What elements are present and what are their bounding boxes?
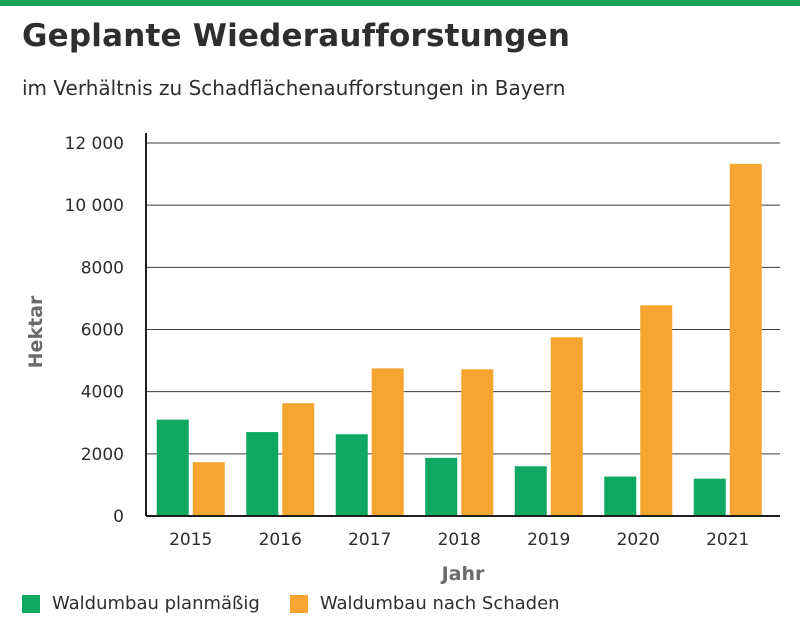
legend-label-nach-schaden: Waldumbau nach Schaden (319, 593, 560, 614)
bar-nach-schaden-2018 (461, 369, 494, 516)
x-tick-label: 2018 (438, 530, 481, 550)
bar-planmaessig-2017 (335, 434, 368, 516)
chart-subtitle: im Verhältnis zu Schadflächenaufforstung… (22, 76, 566, 100)
chart-title: Geplante Wiederaufforstungen (22, 18, 571, 54)
x-tick-label: 2016 (259, 530, 302, 550)
bar-chart: 0 2000 4000 6000 8000 10 000 12 000 2015 2016 201… (25, 133, 780, 585)
x-tick-label: 2019 (527, 530, 570, 550)
bar-planmaessig-2018 (425, 457, 458, 516)
legend-item-planmaessig: Waldumbau planmäßig (22, 593, 260, 614)
legend-swatch-green (22, 594, 40, 613)
bar-planmaessig-2016 (246, 432, 279, 516)
bar-nach-schaden-2021 (729, 163, 762, 516)
x-tick-label: 2017 (348, 530, 391, 550)
legend: Waldumbau planmäßig Waldumbau nach Schad… (22, 593, 590, 614)
x-tick-label: 2021 (706, 530, 749, 550)
y-tick-label: 4000 (81, 383, 124, 403)
x-axis-label: Jahr (440, 563, 485, 585)
legend-item-nach-schaden: Waldumbau nach Schaden (289, 593, 560, 614)
bar-nach-schaden-2015 (192, 462, 225, 516)
bar-nach-schaden-2020 (640, 305, 673, 516)
bar-planmaessig-2019 (514, 466, 547, 516)
y-tick-label: 6000 (81, 321, 124, 341)
y-tick-label: 2000 (81, 445, 124, 465)
x-tick-label: 2020 (617, 530, 660, 550)
x-tick-label: 2015 (169, 530, 212, 550)
bar-planmaessig-2020 (604, 476, 637, 516)
bar-planmaessig-2015 (156, 419, 189, 516)
bar-nach-schaden-2017 (371, 368, 404, 516)
bar-nach-schaden-2016 (282, 403, 315, 516)
legend-label-planmaessig: Waldumbau planmäßig (52, 593, 260, 614)
y-tick-label: 10 000 (65, 196, 124, 216)
bar-nach-schaden-2019 (550, 337, 583, 516)
y-axis-label: Hektar (25, 295, 47, 368)
y-tick-label: 0 (113, 507, 124, 527)
legend-swatch-orange (289, 594, 308, 613)
top-accent-bar (0, 0, 800, 6)
y-tick-label: 12 000 (65, 134, 124, 154)
y-tick-label: 8000 (81, 258, 124, 278)
bar-planmaessig-2021 (693, 478, 726, 516)
